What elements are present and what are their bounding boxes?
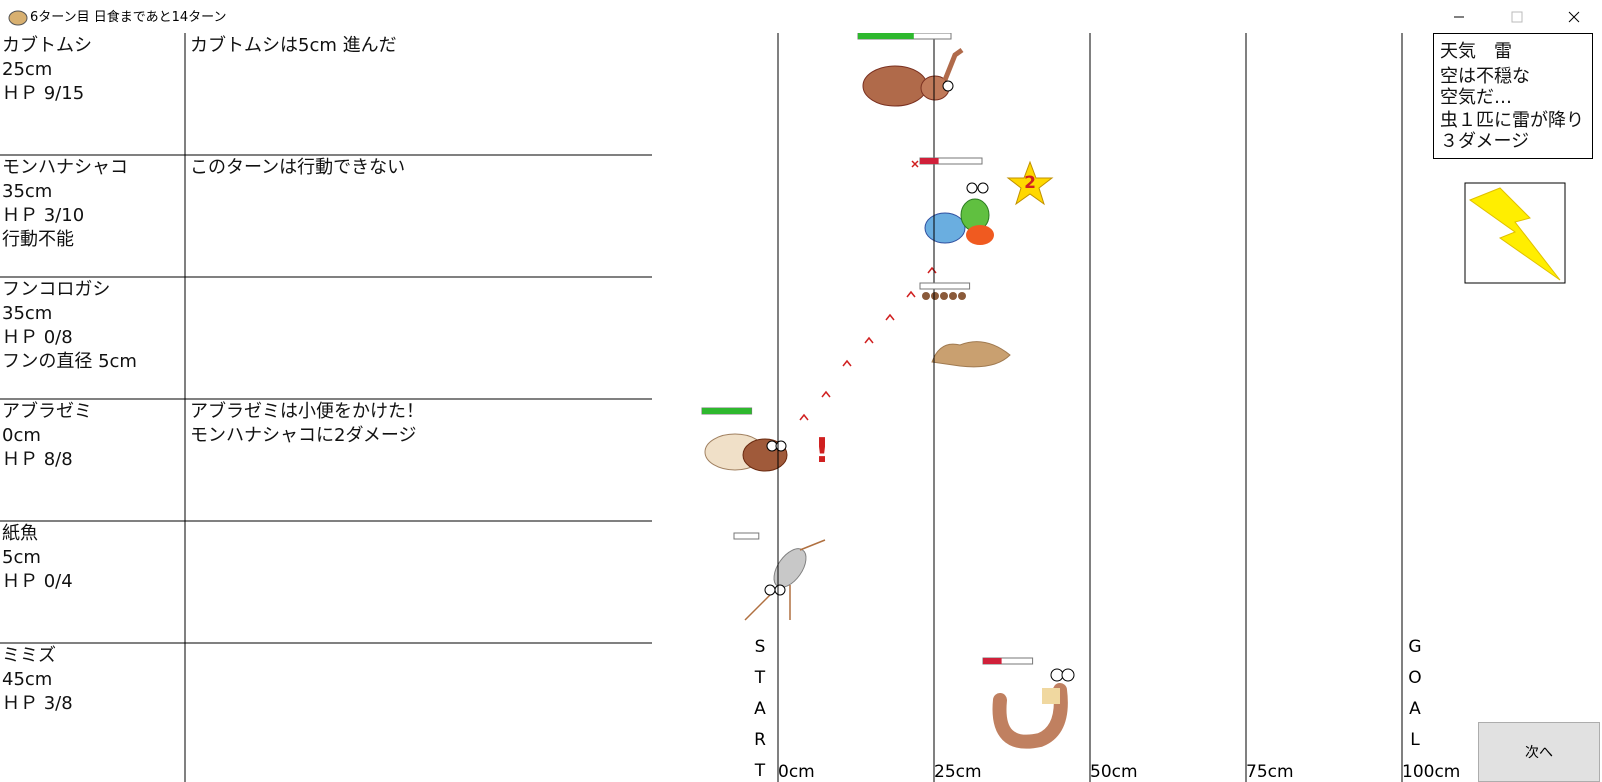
star-label: 2 [1024, 173, 1036, 193]
mantis-shrimp-sprite [911, 160, 994, 245]
start-letter: A [754, 699, 766, 719]
insect-hp: ＨＰ 3/10 [2, 205, 85, 226]
start-letter: S [755, 637, 766, 657]
message: アブラゼミは小便をかけた！ [190, 401, 424, 422]
app-icon [8, 10, 28, 26]
message: カブトムシは5cm 進んだ [190, 35, 397, 56]
tick-label: 100cm [1402, 762, 1460, 782]
insect-position: 5cm [2, 547, 41, 568]
tick-label: 25cm [934, 762, 982, 782]
lightning-icon [1464, 182, 1566, 284]
start-letter: T [754, 761, 766, 781]
insect-name: モンハナシャコ [2, 157, 128, 178]
dung-beetle-sprite [922, 292, 1011, 368]
weather-box: 天気 雷 空は不穏な空気だ… 虫１匹に雷が降り３ダメージ [1433, 33, 1593, 159]
window-controls[interactable] [1402, 0, 1602, 33]
goal-letter: G [1408, 637, 1421, 657]
weather-description: 空は不穏な空気だ… [1440, 66, 1530, 108]
tick-label: 50cm [1090, 762, 1138, 782]
insect-hp: ＨＰ 0/4 [2, 571, 73, 592]
goal-letter: A [1409, 699, 1421, 719]
insect-name: 紙魚 [2, 523, 38, 544]
start-letter: R [754, 730, 766, 750]
message: このターンは行動できない [190, 157, 406, 178]
start-letter: T [754, 668, 766, 688]
hp-bar-fill [858, 33, 914, 39]
insect-position: 35cm [2, 181, 53, 202]
insect-hp: ＨＰ 0/8 [2, 327, 73, 348]
goal-letter: L [1410, 730, 1420, 750]
grid-lines [0, 33, 652, 782]
weather-effect: 虫１匹に雷が降り３ダメージ [1440, 110, 1584, 152]
insect-status: 行動不能 [2, 229, 74, 250]
window-title: 6ターン目 日食まであと14ターン [30, 10, 227, 25]
close[interactable] [1568, 11, 1580, 23]
insect-name: ミミズ [2, 645, 56, 666]
insect-position: 0cm [2, 425, 41, 446]
star-icon [1006, 160, 1054, 206]
weather-title: 天気 雷 [1440, 41, 1512, 62]
insect-position: 35cm [2, 303, 53, 324]
pee-trail [799, 266, 937, 421]
insect-name: フンコロガシ [2, 279, 111, 300]
insect-position: 45cm [2, 669, 53, 690]
hp-bar-fill [702, 408, 752, 414]
insect-hp: ＨＰ 9/15 [2, 83, 85, 104]
beetle-sprite [862, 47, 964, 107]
earthworm-sprite [992, 668, 1075, 749]
insect-status: フンの直径 5cm [2, 351, 137, 372]
cicada-sprite [704, 433, 788, 472]
silverfish-sprite [744, 539, 826, 621]
goal-letter: O [1408, 668, 1421, 688]
insect-name: カブトムシ [2, 35, 92, 56]
alert-mark: ! [814, 431, 830, 471]
hp-bar-frame [919, 282, 971, 290]
hp-bars [701, 32, 1034, 665]
maximize[interactable] [1511, 11, 1523, 23]
insect-position: 25cm [2, 59, 53, 80]
hp-bar-frame [733, 532, 760, 540]
tick-label: 75cm [1246, 762, 1294, 782]
tick-label: 0cm [778, 762, 815, 782]
insect-name: アブラゼミ [2, 401, 92, 422]
hp-bar-fill [920, 158, 939, 164]
insect-hp: ＨＰ 8/8 [2, 449, 73, 470]
hp-bar-fill [983, 658, 1002, 664]
title-bar: 6ターン目 日食まであと14ターン [0, 0, 1602, 33]
message: モンハナシャコに2ダメージ [190, 425, 417, 446]
insect-hp: ＨＰ 3/8 [2, 693, 73, 714]
next-button[interactable]: 次へ [1478, 722, 1600, 782]
